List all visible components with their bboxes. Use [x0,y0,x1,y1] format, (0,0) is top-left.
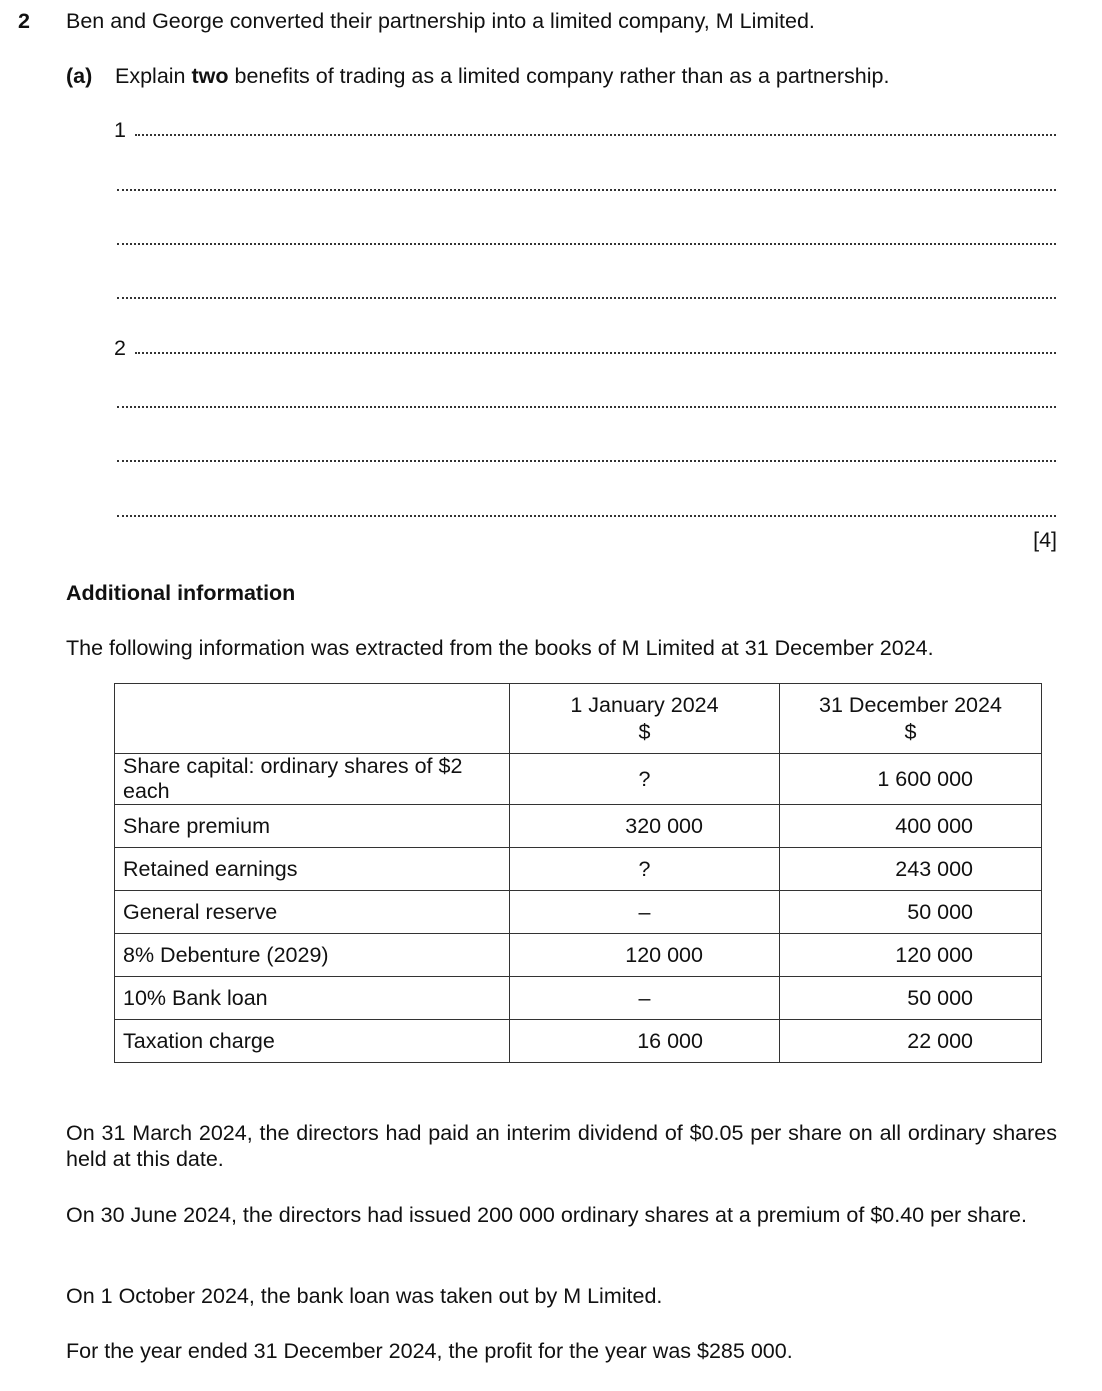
header-dec: 31 December 2024 $ [778,683,1043,754]
answer-number-2: 2 [114,336,126,360]
table-row: General reserve –50 000 [114,890,1043,934]
header-date: 31 December 2024 [819,692,1002,717]
answer-line[interactable] [135,352,1056,354]
answer-line[interactable] [135,134,1056,136]
question-intro: Ben and George converted their partnersh… [66,9,815,33]
table-row: Retained earnings? 243 000 [114,847,1043,891]
cell-jan: ? [508,847,780,891]
cell-jan: 320 000 [508,804,780,848]
table-row: Share capital: ordinary shares of $2 eac… [114,753,1043,805]
row-label: 8% Debenture (2029) [114,933,510,977]
row-label: Share capital: ordinary shares of $2 eac… [114,753,510,805]
cell-jan: 16 000 [508,1019,780,1063]
cell-dec: 243 000 [778,847,1043,891]
part-a-prompt: Explain two benefits of trading as a lim… [115,63,889,89]
header-date: 1 January 2024 [570,692,719,717]
cell-jan: – [508,976,780,1020]
cell-dec: 50 000 [778,890,1043,934]
cell-dec: 50 000 [778,976,1043,1020]
table-header-row: 1 January 2024 $ 31 December 2024 $ [114,683,1043,754]
cell-jan: 120 000 [508,933,780,977]
answer-line[interactable] [117,406,1056,408]
cell-dec: 1 600 000 [778,753,1043,805]
marks: [4] [1033,528,1057,552]
financial-table: 1 January 2024 $ 31 December 2024 $ Share … [114,683,1043,1063]
answer-number-1: 1 [114,118,126,142]
header-jan: 1 January 2024 $ [508,683,780,754]
header-unit: $ [638,719,651,744]
header-unit: $ [904,719,917,744]
answer-line[interactable] [117,297,1056,299]
answer-line[interactable] [117,189,1056,191]
answer-line[interactable] [117,243,1056,245]
cell-dec: 22 000 [778,1019,1043,1063]
table-intro: The following information was extracted … [66,636,934,660]
paragraph-dividend: On 31 March 2024, the directors had paid… [66,1121,1057,1171]
prompt-text: Explain [115,64,192,88]
row-label: General reserve [114,890,510,934]
row-label: Share premium [114,804,510,848]
table-row: 10% Bank loan –50 000 [114,976,1043,1020]
row-label: Retained earnings [114,847,510,891]
paragraph-bank-loan: On 1 October 2024, the bank loan was tak… [66,1284,663,1308]
answer-line[interactable] [117,515,1056,517]
paragraph-profit: For the year ended 31 December 2024, the… [66,1339,793,1363]
cell-dec: 120 000 [778,933,1043,977]
table-row: 8% Debenture (2029) 120 000 120 000 [114,933,1043,977]
row-label: 10% Bank loan [114,976,510,1020]
paragraph-share-issue: On 30 June 2024, the directors had issue… [66,1203,1027,1227]
table-row: Share premium 320 000 400 000 [114,804,1043,848]
prompt-text: benefits of trading as a limited company… [228,64,890,88]
part-a-label: (a) [66,64,93,88]
answer-line[interactable] [117,460,1056,462]
section-heading: Additional information [66,581,296,605]
question-number: 2 [18,9,30,33]
prompt-emphasis: two [191,64,229,88]
cell-jan: ? [508,753,780,805]
table-row: Taxation charge 16 000 22 000 [114,1019,1043,1063]
cell-jan: – [508,890,780,934]
row-label: Taxation charge [114,1019,510,1063]
header-blank [114,683,510,754]
cell-dec: 400 000 [778,804,1043,848]
